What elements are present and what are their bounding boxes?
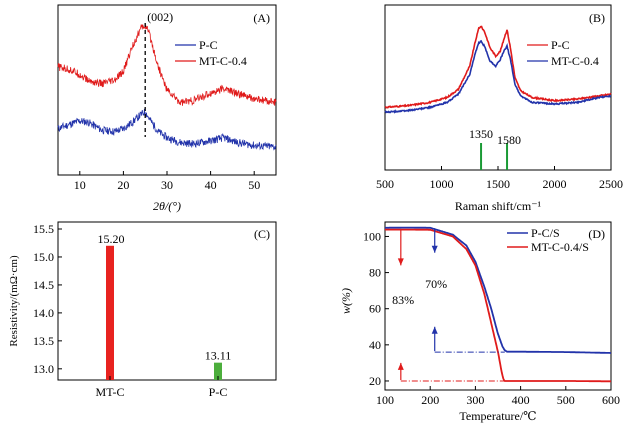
- x-tick-label: 300: [466, 393, 484, 407]
- x-tick-label: 50: [248, 178, 260, 192]
- peak-label-1580: 1580: [497, 133, 521, 147]
- panel-b: (B) 500 1000 1500 2000 2500 1350 1580 P-C MT-…: [376, 4, 623, 213]
- x-tick-label: 200: [421, 393, 439, 407]
- series-line-mt-c-0-4: [384, 39, 612, 114]
- series-line-mt-c-0-4: [57, 23, 277, 106]
- panel-d-ticks: 100 200 300 400 500 600 20 40 60 80 100: [363, 229, 620, 407]
- legend-label-mt-c-0-4-s: MT-C-0.4/S: [531, 240, 589, 254]
- legend-label-p-c: P-C: [199, 38, 218, 52]
- x-tick-label: 20: [117, 178, 129, 192]
- y-tick-label: 60: [369, 302, 381, 316]
- category-label-p-c: P-C: [209, 385, 228, 399]
- panel-d-annotations: 70% 83%: [392, 228, 505, 382]
- panel-b-peak-markers: 1350 1580: [469, 127, 521, 170]
- x-tick-label: 30: [161, 178, 173, 192]
- y-tick-label: 20: [369, 374, 381, 388]
- legend-label-p-c-s: P-C/S: [531, 226, 560, 240]
- x-tick-label: 40: [205, 178, 217, 192]
- panel-c-bars: 15.20 MT-C 13.11 P-C: [96, 232, 232, 399]
- panel-a-002-annotation: (002): [147, 10, 173, 24]
- panel-a-x-ticks: 10 20 30 40 50: [74, 171, 260, 192]
- panel-a-label: (A): [253, 11, 270, 25]
- y-tick-label: 14.0: [33, 306, 54, 320]
- x-tick-label: 1500: [486, 177, 510, 191]
- x-tick-label: 2000: [543, 177, 567, 191]
- y-tick-label: 13.0: [33, 362, 54, 376]
- peak-label-1350: 1350: [469, 127, 493, 141]
- panel-d-legend: P-C/S MT-C-0.4/S: [507, 226, 589, 254]
- bar-value-label-mt-c: 15.20: [98, 232, 125, 246]
- panel-c-label: (C): [254, 227, 270, 241]
- panel-a-x-axis-label: 2θ/(°): [153, 199, 181, 213]
- x-tick-label: 400: [512, 393, 530, 407]
- x-tick-label: 600: [602, 393, 620, 407]
- series-line-p-c-s: [385, 226, 611, 354]
- x-tick-label: 1000: [430, 177, 454, 191]
- p-c-s-arrow-down-head: [431, 245, 438, 253]
- panel-b-label: (B): [589, 11, 605, 25]
- y-tick-label: 13.5: [33, 334, 54, 348]
- y-tick-label: 15.0: [33, 250, 54, 264]
- mt-c-s-arrow-down-head: [397, 258, 404, 266]
- x-tick-label: 500: [557, 393, 575, 407]
- panel-d-y-axis-label: w(%): [339, 288, 353, 314]
- panel-a-series: [57, 23, 277, 151]
- panel-c-y-axis-label: Resistivity/(mΩ·cm): [8, 255, 20, 347]
- series-line-p-c: [57, 108, 277, 151]
- y-tick-label: 40: [369, 338, 381, 352]
- p-c-s-loss-label: 70%: [425, 277, 447, 291]
- y-tick-label: 100: [363, 229, 381, 243]
- x-tick-label: 10: [74, 178, 86, 192]
- panel-c-y-ticks: 13.0 13.5 14.0 14.5 15.0 15.5: [33, 222, 62, 376]
- bar-p-c: [214, 362, 222, 380]
- panel-d-frame: [384, 221, 612, 391]
- x-tick-label: 2500: [599, 177, 623, 191]
- mt-c-s-arrow-up-head: [397, 362, 404, 370]
- p-c-s-arrow-up-head: [431, 326, 438, 334]
- panel-b-x-axis-label: Raman shift/cm⁻¹: [455, 199, 542, 213]
- mt-c-s-loss-label: 83%: [392, 293, 414, 307]
- bar-value-label-p-c: 13.11: [205, 349, 232, 363]
- panel-c: (C) 13.0 13.5 14.0 14.5 15.0 15.5 15.20 MT-C 13…: [8, 221, 277, 399]
- panel-b-legend: P-C MT-C-0.4: [527, 38, 599, 68]
- legend-label-mt-c-0-4: MT-C-0.4: [199, 54, 247, 68]
- panel-a-legend: P-C MT-C-0.4: [175, 38, 247, 68]
- panel-c-frame: [57, 221, 277, 381]
- panel-d-label: (D): [588, 227, 605, 241]
- y-tick-label: 14.5: [33, 278, 54, 292]
- series-line-p-c: [384, 25, 612, 109]
- bar-mt-c: [106, 245, 114, 380]
- panel-b-x-ticks: 500 1000 1500 2000 2500: [376, 166, 623, 191]
- x-tick-label: 100: [376, 393, 394, 407]
- panel-d-x-axis-label: Temperature/℃: [459, 409, 536, 423]
- y-tick-label: 80: [369, 266, 381, 280]
- legend-label-mt-c-0-4: MT-C-0.4: [551, 54, 599, 68]
- panel-a: (A) 10 20 30 40 50 (002) P-C MT-C-0.4 2θ/(°): [57, 4, 277, 213]
- legend-label-p-c: P-C: [551, 38, 570, 52]
- category-label-mt-c: MT-C: [96, 385, 125, 399]
- y-tick-label: 15.5: [33, 222, 54, 236]
- panel-d: (D) 100 200 300 400 500 600 20 40 60 80 100 70% 83%…: [339, 221, 620, 423]
- x-tick-label: 500: [376, 177, 394, 191]
- panel-b-series: [384, 25, 612, 114]
